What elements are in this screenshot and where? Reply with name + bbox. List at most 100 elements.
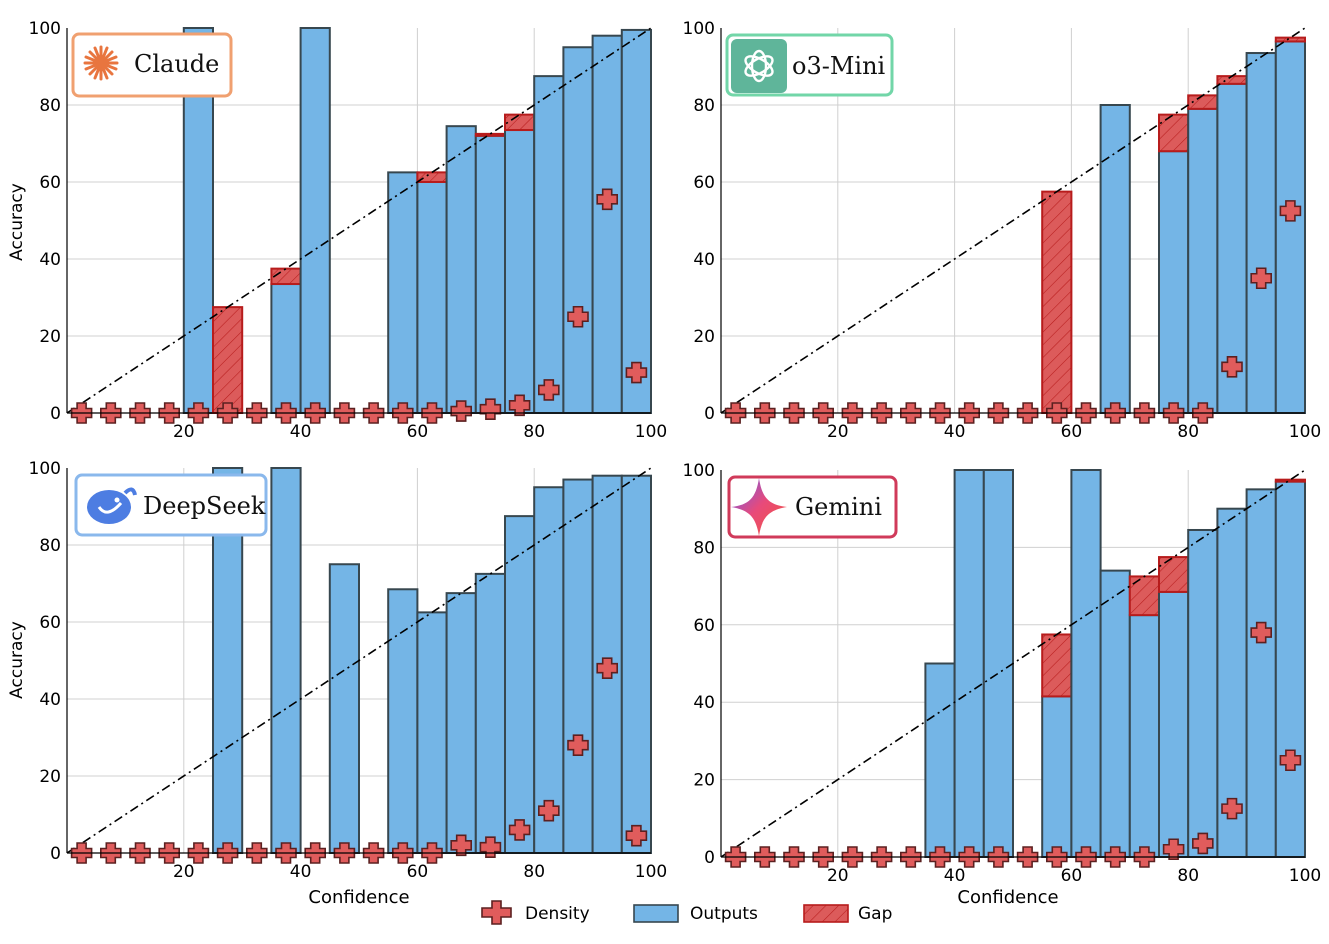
badge-deepseek-label: DeepSeek [143, 492, 266, 520]
density-marker-18 [596, 188, 618, 211]
y-tick-label: 80 [693, 96, 715, 116]
perfect-calibration-line [66, 27, 652, 414]
x-tick-label: 60 [1061, 422, 1083, 442]
density-marker-19 [1279, 749, 1302, 772]
y-tick-label: 60 [39, 613, 61, 633]
y-tick-label: 0 [704, 404, 715, 424]
y-axis-label-top-left: Accuracy [7, 183, 27, 261]
density-marker-15 [508, 819, 531, 841]
x-tick-label: 80 [1177, 422, 1199, 442]
x-tick-label: 20 [827, 422, 849, 442]
y-axis-label-bottom-left: Accuracy [7, 621, 27, 699]
claude-starburst-icon [83, 45, 119, 81]
output-bar-18 [1245, 488, 1277, 858]
legend-gap-label: Gap [858, 904, 892, 924]
output-bar-13 [1099, 569, 1131, 858]
x-tick-label: 80 [523, 862, 545, 882]
density-marker-17 [567, 734, 589, 756]
density-marker-16 [538, 379, 560, 401]
deepseek-whale-icon [87, 487, 137, 524]
output-bar-12 [1070, 469, 1102, 858]
y-tick-label: 20 [39, 327, 61, 347]
y-tick-label: 0 [50, 844, 61, 864]
y-tick-label: 80 [39, 96, 61, 116]
y-tick-label: 0 [50, 404, 61, 424]
x-tick-label: 20 [173, 422, 195, 442]
x-tick-label: 20 [827, 866, 849, 886]
x-tick-label: 100 [1289, 866, 1321, 886]
output-bar-19 [1274, 40, 1307, 414]
output-bar-7 [270, 467, 302, 854]
output-bar-16 [533, 75, 565, 414]
output-bar-8 [299, 27, 331, 414]
output-bar-14 [474, 572, 506, 854]
density-marker-19 [1279, 200, 1302, 222]
density-marker-13 [450, 834, 472, 857]
badge-gemini: Gemini [727, 475, 898, 539]
x-tick-label: 20 [173, 862, 195, 882]
output-bar-19 [620, 474, 652, 854]
x-tick-label: 100 [635, 862, 667, 882]
output-bar-15 [504, 129, 536, 414]
gap-bar-7 [270, 267, 302, 286]
badge-o3-mini: o3-Mini [725, 33, 894, 97]
density-marker-18 [1250, 267, 1272, 290]
x-axis-label-bottom-left: Confidence [308, 887, 409, 908]
output-bar-15 [1158, 150, 1190, 414]
x-tick-label: 40 [290, 422, 312, 442]
output-bar-18 [1245, 52, 1277, 415]
legend-gap-swatch [803, 904, 849, 923]
output-bar-15 [504, 515, 536, 854]
y-tick-label: 100 [683, 19, 715, 39]
gap-bar-15 [504, 113, 536, 132]
output-bar-19 [1274, 480, 1307, 858]
legend-density-label: Density [525, 904, 590, 924]
y-tick-label: 20 [693, 327, 715, 347]
x-tick-label: 100 [635, 422, 667, 442]
output-bar-7 [924, 662, 956, 858]
output-bar-13 [445, 592, 477, 854]
output-bar-9 [982, 469, 1014, 858]
density-marker-17 [567, 305, 589, 328]
density-marker-15 [508, 394, 531, 417]
y-tick-label: 60 [693, 173, 715, 193]
legend-outputs-swatch [633, 904, 679, 923]
output-bar-19 [620, 28, 652, 415]
x-axis-label-bottom-right: Confidence [957, 887, 1058, 908]
output-bar-12 [416, 181, 448, 414]
gap-bar-14 [1128, 575, 1161, 617]
gap-bar-14 [474, 132, 506, 137]
output-bar-8 [953, 469, 985, 858]
y-tick-label: 0 [704, 848, 715, 868]
y-tick-label: 40 [39, 690, 61, 710]
density-marker-16 [1192, 832, 1214, 855]
density-marker-19 [625, 361, 648, 384]
x-tick-label: 40 [290, 862, 312, 882]
density-marker-17 [1221, 356, 1243, 378]
x-tick-label: 80 [1177, 866, 1199, 886]
x-tick-label: 60 [407, 422, 429, 442]
gap-bar-17 [1216, 75, 1248, 85]
y-tick-label: 60 [39, 173, 61, 193]
y-tick-label: 40 [39, 250, 61, 270]
x-tick-label: 40 [944, 866, 966, 886]
density-marker-18 [1250, 621, 1272, 644]
output-bar-18 [591, 34, 623, 414]
x-tick-label: 40 [944, 422, 966, 442]
badge-claude-label: Claude [134, 50, 219, 78]
y-tick-label: 20 [39, 767, 61, 787]
gap-bar-19 [1274, 478, 1307, 483]
openai-knot-icon [744, 49, 774, 83]
gap-bar-11 [1041, 190, 1073, 414]
density-marker-19 [625, 824, 648, 847]
perfect-calibration-line [720, 27, 1306, 414]
density-marker-18 [596, 657, 618, 679]
x-tick-label: 100 [1289, 422, 1321, 442]
density-marker-14 [479, 398, 502, 420]
gemini-sparkle-icon [731, 478, 787, 536]
output-bar-16 [1187, 528, 1219, 858]
output-bar-15 [1158, 590, 1190, 859]
density-marker-16 [538, 799, 560, 822]
output-bar-13 [1099, 104, 1131, 414]
